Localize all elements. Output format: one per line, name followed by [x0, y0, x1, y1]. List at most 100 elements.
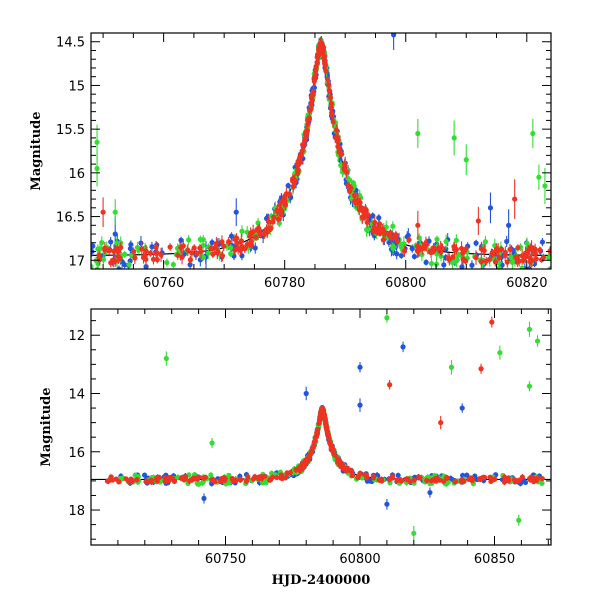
data-point	[539, 476, 545, 482]
data-point	[233, 209, 239, 215]
data-point	[181, 477, 187, 483]
data-point	[322, 61, 328, 67]
data-point	[312, 435, 319, 441]
data-point	[139, 246, 145, 252]
data-point	[361, 210, 368, 217]
y-tick-label: 16	[68, 167, 85, 182]
data-point	[274, 209, 281, 215]
data-point	[252, 245, 258, 251]
data-point	[376, 221, 383, 227]
data-point	[295, 163, 301, 169]
data-point	[532, 246, 538, 252]
data-point	[536, 174, 542, 180]
data-point	[386, 382, 393, 388]
data-point	[440, 478, 447, 484]
data-point	[193, 475, 199, 482]
data-point	[427, 489, 433, 496]
data-point	[492, 476, 498, 482]
data-point	[168, 474, 174, 480]
data-point	[304, 130, 310, 136]
data-point	[514, 259, 520, 265]
data-point	[357, 470, 363, 476]
data-point	[327, 440, 333, 446]
data-point	[409, 246, 415, 252]
data-point	[463, 246, 469, 252]
data-point	[324, 76, 331, 82]
top-y-axis-title: Magnitude	[29, 111, 44, 190]
data-point	[401, 248, 408, 254]
data-point	[364, 219, 370, 225]
data-point	[132, 255, 138, 261]
data-point	[468, 475, 474, 481]
data-point	[390, 245, 396, 251]
data-point	[275, 216, 281, 222]
data-point	[179, 254, 185, 260]
data-point	[239, 228, 245, 234]
data-point	[208, 245, 214, 252]
data-point	[342, 161, 348, 167]
data-point	[232, 236, 238, 242]
data-point	[333, 127, 339, 133]
data-point	[106, 248, 112, 254]
data-point	[504, 238, 510, 245]
data-point	[186, 237, 192, 243]
data-point	[376, 215, 382, 221]
data-point	[143, 256, 149, 262]
data-point	[138, 240, 144, 246]
data-point	[526, 266, 532, 269]
x-tick-label: 60800	[385, 276, 426, 291]
data-point	[451, 243, 457, 250]
data-point	[444, 475, 450, 481]
data-point	[459, 477, 465, 483]
data-point	[458, 245, 465, 252]
data-point	[537, 247, 543, 253]
data-point	[547, 266, 551, 269]
data-point	[209, 440, 215, 446]
data-point	[232, 247, 238, 253]
data-point	[243, 478, 250, 484]
data-point	[469, 262, 475, 268]
data-point	[371, 224, 377, 230]
data-point	[334, 137, 340, 143]
y-tick-label: 15	[68, 79, 85, 94]
data-point	[357, 402, 363, 408]
data-point	[187, 262, 193, 268]
data-point	[325, 82, 332, 88]
data-point	[208, 472, 214, 478]
data-point	[330, 119, 336, 125]
data-point	[295, 167, 301, 173]
data-point	[380, 226, 386, 232]
data-point	[170, 261, 176, 268]
data-point	[515, 245, 521, 251]
data-point	[415, 130, 421, 137]
data-point	[357, 364, 363, 370]
y-tick-label: 12	[68, 329, 85, 344]
data-point	[358, 204, 364, 211]
data-point	[143, 478, 150, 484]
data-point	[111, 248, 117, 254]
data-point	[286, 191, 293, 197]
data-point	[307, 107, 313, 114]
data-point	[516, 517, 522, 523]
x-tick-label: 60820	[506, 276, 547, 291]
bottom-panel: 60750 60800 60850 12 14 16 18 Magnitude HJD-24…	[39, 308, 552, 588]
data-point	[105, 478, 112, 484]
data-point	[147, 250, 154, 256]
data-point	[390, 235, 397, 241]
data-point	[116, 266, 122, 269]
data-point	[296, 465, 303, 472]
y-tick-label: 18	[68, 504, 85, 519]
model-curve	[91, 45, 551, 256]
data-point	[482, 239, 489, 245]
data-point	[505, 478, 512, 484]
y-tick-label: 17	[68, 254, 85, 269]
data-point	[327, 95, 334, 101]
data-point	[185, 247, 191, 253]
data-point	[200, 237, 206, 243]
data-point	[428, 478, 434, 484]
data-point	[487, 205, 494, 211]
data-point	[100, 209, 106, 215]
data-point	[186, 478, 193, 484]
data-point	[526, 326, 533, 332]
data-point	[501, 479, 508, 485]
